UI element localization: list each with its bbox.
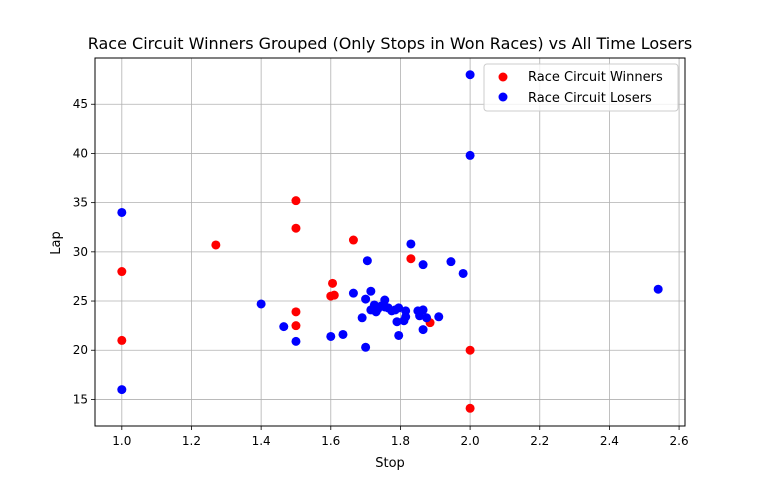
winner-point (291, 223, 301, 233)
loser-point (357, 313, 367, 323)
loser-point (291, 336, 301, 346)
x-tick-label: 1.8 (391, 434, 410, 448)
x-tick-label: 1.6 (321, 434, 340, 448)
loser-point (394, 303, 404, 313)
loser-point (380, 295, 390, 305)
y-tick-label: 25 (73, 294, 88, 308)
loser-point (362, 256, 372, 266)
legend-marker-winners (498, 72, 508, 82)
winner-point (291, 196, 301, 206)
x-tick-label: 1.4 (252, 434, 271, 448)
winner-point (211, 240, 221, 250)
x-tick-label: 2.6 (670, 434, 689, 448)
loser-point (401, 306, 411, 316)
legend-box (483, 63, 679, 112)
loser-point (446, 257, 456, 267)
loser-point (465, 70, 475, 80)
legend-label-winners: Race Circuit Winners (528, 70, 663, 85)
loser-point (418, 325, 428, 335)
winner-point (291, 307, 301, 317)
y-axis-label: Lap (49, 231, 64, 254)
loser-point (406, 239, 416, 249)
loser-point (326, 331, 336, 341)
legend-marker-losers (498, 92, 508, 102)
loser-point (434, 312, 444, 322)
y-tick-label: 30 (73, 245, 88, 259)
y-tick-label: 40 (73, 146, 88, 160)
x-tick-label: 2.2 (530, 434, 549, 448)
grid (95, 58, 685, 426)
x-tick-label: 1.2 (182, 434, 201, 448)
loser-point (279, 322, 289, 332)
y-tick-label: 45 (73, 97, 88, 111)
winner-point (465, 345, 475, 355)
x-tick-label: 2.0 (461, 434, 480, 448)
x-tick-label: 2.4 (600, 434, 619, 448)
winner-point (465, 403, 475, 413)
loser-point (117, 207, 127, 217)
loser-point (394, 330, 404, 340)
loser-point (348, 288, 358, 298)
winner-point (117, 335, 127, 345)
plot-frame (94, 57, 686, 427)
winner-point (406, 254, 416, 264)
winner-point (329, 290, 339, 300)
x-axis-label: Stop (375, 456, 405, 471)
legend-label-losers: Race Circuit Losers (528, 91, 652, 106)
chart-title: Race Circuit Winners Grouped (Only Stops… (88, 34, 693, 53)
winner-point (328, 278, 338, 288)
loser-point (418, 305, 428, 315)
loser-point (653, 284, 663, 294)
loser-point (256, 299, 266, 309)
loser-point (361, 294, 371, 304)
winner-point (291, 321, 301, 331)
loser-point (392, 317, 402, 327)
loser-point (117, 385, 127, 395)
data-points (117, 70, 663, 413)
y-tick-label: 15 (73, 392, 88, 406)
loser-point (366, 286, 376, 296)
loser-point (458, 268, 468, 278)
loser-point (422, 313, 432, 323)
loser-point (465, 150, 475, 160)
y-tick-label: 20 (73, 343, 88, 357)
winner-point (117, 267, 127, 277)
loser-point (418, 260, 428, 270)
y-tick-label: 35 (73, 196, 88, 210)
loser-point (338, 329, 348, 339)
legend: Race Circuit Winners Race Circuit Losers (483, 63, 679, 112)
loser-point (361, 342, 371, 352)
x-tick-label: 1.0 (112, 434, 131, 448)
winner-point (348, 235, 358, 245)
axis-ticks: 1.0 1.2 1.4 1.6 1.8 2.0 2.2 2.4 2.6 15 20 25 30 35 40 4… (73, 97, 689, 448)
